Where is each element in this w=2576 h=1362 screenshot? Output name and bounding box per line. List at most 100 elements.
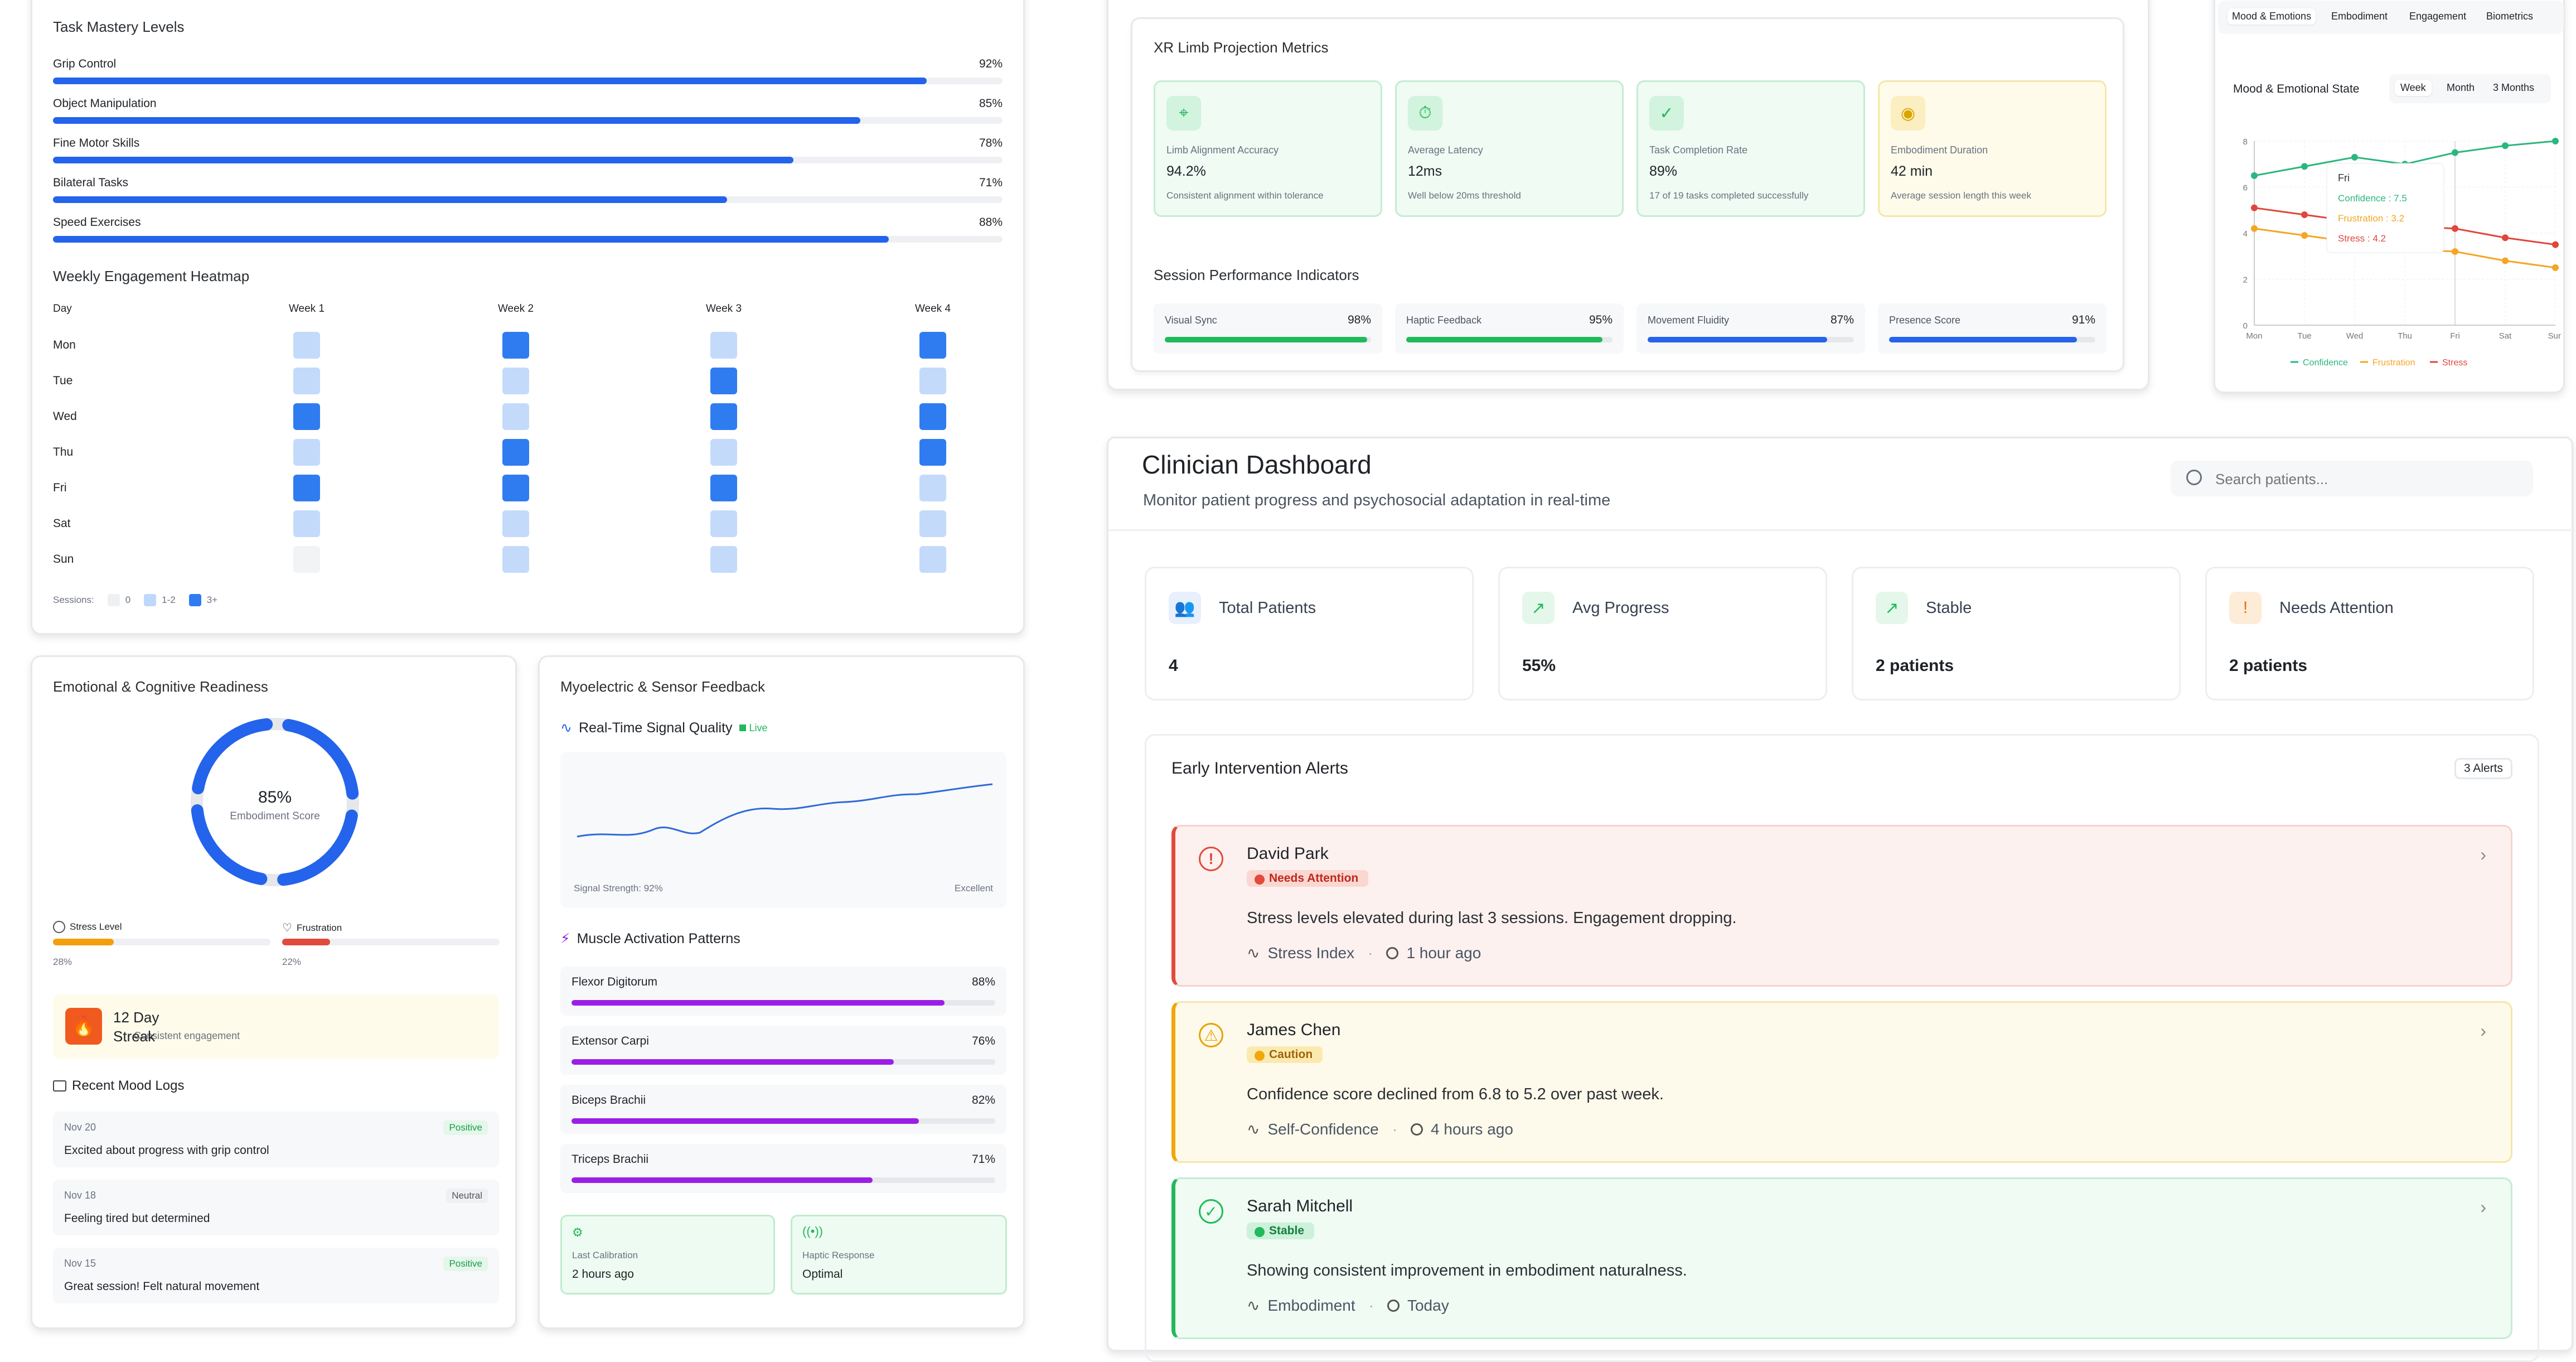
mood-log-date: Nov 18 xyxy=(64,1190,96,1201)
signal-rating: Excellent xyxy=(955,883,993,893)
alert-card[interactable]: ! David Park Needs Attention Stress levels … xyxy=(1171,825,2512,987)
mood-tab[interactable]: Embodiment xyxy=(2331,11,2388,22)
xr-metric-note: Average session length this week xyxy=(1891,190,2032,201)
mood-log-badge: Positive xyxy=(443,1120,488,1135)
check-circle-icon: ✓ xyxy=(1199,1199,1223,1224)
clinician-card: Clinician Dashboard Monitor patient prog… xyxy=(1107,437,2575,1362)
series-point xyxy=(2452,149,2458,156)
indicator-label: Presence Score xyxy=(1889,315,1961,326)
alert-meta: ∿ Self-Confidence · 4 hours ago xyxy=(1247,1120,1513,1138)
series-point xyxy=(2552,241,2559,248)
alert-card[interactable]: ✓ Sarah Mitchell Stable Showing consistent … xyxy=(1171,1177,2512,1339)
x-tick-label: Wed xyxy=(2346,331,2364,341)
indicator-bar xyxy=(1406,337,1613,342)
heatmap-cell xyxy=(502,439,529,466)
heatmap-day-label: Tue xyxy=(53,374,73,387)
range-option[interactable]: 3 Months xyxy=(2493,82,2535,93)
xr-metric-label: Average Latency xyxy=(1408,144,1483,156)
series-point xyxy=(2552,138,2559,144)
series-point xyxy=(2502,257,2509,264)
timer-icon: ⏱ xyxy=(1408,96,1442,131)
search-input[interactable] xyxy=(2214,466,2517,492)
indicator-label: Visual Sync xyxy=(1165,315,1217,326)
legend-label: Sessions: xyxy=(53,595,94,605)
y-tick-label: 6 xyxy=(2243,183,2248,193)
indicator-bar xyxy=(1889,337,2095,342)
muscle-bar-fill xyxy=(572,1177,873,1183)
mood-tab[interactable]: Mood & Emotions xyxy=(2228,8,2316,25)
x-tick-label: Mon xyxy=(2246,331,2262,341)
alert-time: 1 hour ago xyxy=(1406,944,1481,962)
heatmap-week-header: Week 3 xyxy=(705,303,742,315)
heatmap-cell xyxy=(293,368,320,394)
heatmap-week-header: Week 1 xyxy=(288,303,325,315)
alert-time: Today xyxy=(1407,1296,1449,1314)
heatmap-day-label: Sun xyxy=(53,553,74,566)
search-icon xyxy=(2186,470,2202,485)
clock-icon xyxy=(1411,1123,1423,1136)
heatmap-cell xyxy=(710,510,737,537)
radio-icon: ((•)) xyxy=(802,1224,824,1238)
heatmap-day-label: Fri xyxy=(53,481,67,494)
muscle-label: Extensor Carpi xyxy=(572,1035,649,1047)
alert-status-badge: Stable xyxy=(1247,1223,1315,1239)
heatmap-cell xyxy=(502,403,529,430)
muscle-bar-fill xyxy=(572,1000,945,1006)
stat-card: ↗ Stable 2 patients xyxy=(1852,567,2181,701)
mastery-bar-fill xyxy=(53,117,860,124)
alert-card[interactable]: ⚠ James Chen Caution Confidence score decli… xyxy=(1171,1001,2512,1163)
heatmap-cell xyxy=(710,475,737,501)
legend-2: 3+ xyxy=(206,595,218,605)
mood-tab[interactable]: Biometrics xyxy=(2486,11,2534,22)
activity-icon: ∿ xyxy=(560,720,572,736)
alert-patient-name: Sarah Mitchell xyxy=(1247,1197,1353,1215)
heatmap-cell xyxy=(293,403,320,430)
mood-log-item[interactable]: Nov 20 Excited about progress with grip c… xyxy=(53,1112,499,1167)
mastery-bar xyxy=(53,196,1003,203)
indicator-label: Haptic Feedback xyxy=(1406,315,1482,326)
stat-label: Total Patients xyxy=(1219,599,1316,617)
mood-log-item[interactable]: Nov 15 Great session! Felt natural moveme… xyxy=(53,1248,499,1303)
streak-title: 12 Day xyxy=(113,1009,159,1026)
heatmap-cell xyxy=(502,510,529,537)
chevron-right-icon[interactable]: › xyxy=(2480,844,2486,864)
chevron-right-icon[interactable]: › xyxy=(2480,1021,2486,1041)
session-indicator: Presence Score 91% xyxy=(1878,303,2107,354)
heatmap-day-label: Wed xyxy=(53,410,77,423)
heatmap-cell xyxy=(919,510,946,537)
x-tick-label: Thu xyxy=(2398,331,2412,341)
xr-metric-card: ◉ Embodiment Duration 42 min Average sessio… xyxy=(1878,80,2107,217)
stress-level: Stress Level xyxy=(53,921,122,933)
legend-0: 0 xyxy=(125,595,131,605)
tooltip-line: Stress : 4.2 xyxy=(2338,233,2386,244)
indicator-bar xyxy=(1648,337,1854,342)
range-option[interactable]: Month xyxy=(2447,82,2475,93)
search-box[interactable] xyxy=(2171,461,2533,496)
heatmap-cell xyxy=(919,368,946,394)
mastery-label: Grip Control xyxy=(53,57,117,70)
alerts-count: 3 Alerts xyxy=(2454,758,2512,779)
series-point xyxy=(2502,234,2509,242)
embodiment-donut xyxy=(191,718,359,886)
series-point xyxy=(2452,225,2458,232)
heatmap-cell xyxy=(919,403,946,430)
stat-card: ! Needs Attention 2 patients xyxy=(2205,567,2534,701)
chevron-right-icon[interactable]: › xyxy=(2480,1197,2486,1217)
mood-log-item[interactable]: Nov 18 Feeling tired but determined Neutra… xyxy=(53,1180,499,1235)
mastery-value: 85% xyxy=(979,97,1003,110)
heatmap-cell xyxy=(919,332,946,359)
mastery-bar-fill xyxy=(53,236,889,243)
tooltip-line: Confidence : 7.5 xyxy=(2338,193,2407,204)
stress-value: 28% xyxy=(53,957,72,967)
streak-panel: 🔥 12 Day Consistent engagement Streak xyxy=(53,994,499,1059)
embodiment-score: 85% xyxy=(258,788,292,806)
streak-overlap: Streak xyxy=(113,1028,156,1045)
muscle-item: Flexor Digitorum 88% xyxy=(560,967,1006,1016)
mastery-bar xyxy=(53,236,1003,243)
xr-metric-label: Embodiment Duration xyxy=(1891,144,1988,156)
activity-icon: ∿ xyxy=(1247,1120,1260,1138)
muscle-bar-fill xyxy=(572,1118,919,1124)
mood-tab[interactable]: Engagement xyxy=(2409,11,2467,22)
heatmap-cell xyxy=(710,439,737,466)
range-option[interactable]: Week xyxy=(2395,80,2432,96)
